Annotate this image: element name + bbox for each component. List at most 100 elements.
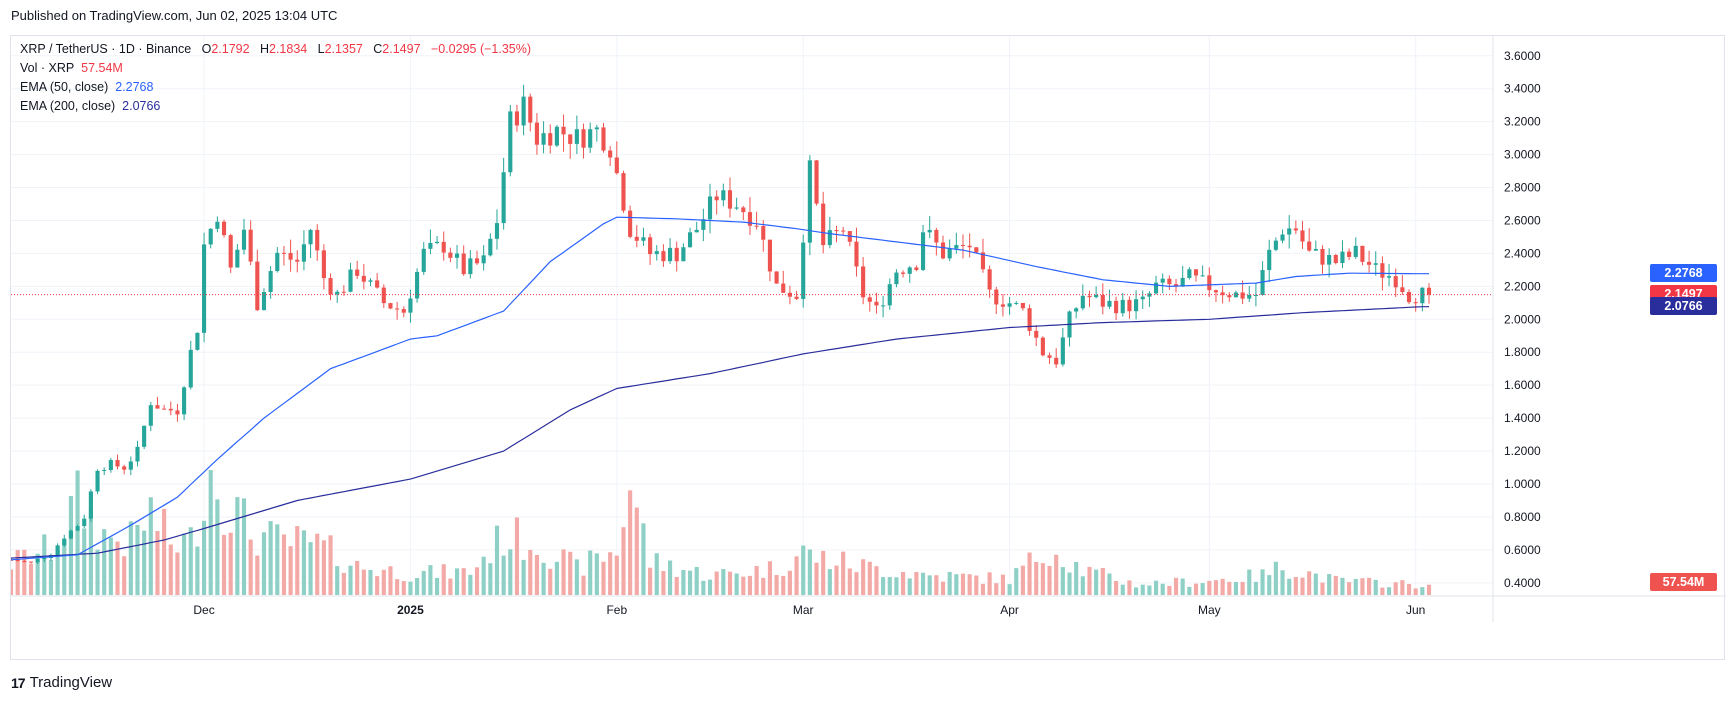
candle-body — [255, 261, 260, 311]
candle-body — [874, 301, 879, 306]
candle-body — [1293, 228, 1298, 231]
candle-body — [82, 518, 87, 527]
volume-bar — [1167, 585, 1172, 595]
volume-bar — [608, 552, 613, 595]
volume-bar — [1333, 575, 1338, 595]
chart-frame[interactable]: 0.4000 0.6000 0.8000 1.0000 1.2000 1.4000 1.60… — [10, 35, 1726, 661]
tradingview-logo-icon: 17 — [11, 674, 26, 691]
volume-bar — [721, 569, 726, 595]
candle-body — [288, 252, 293, 260]
legend-ema50-label: EMA (50, close) — [20, 80, 109, 94]
legend-symbol[interactable]: XRP / TetherUS · 1D · Binance — [20, 42, 192, 56]
volume-bar — [681, 570, 686, 595]
volume-bar — [1187, 586, 1192, 595]
volume-bar — [747, 575, 753, 595]
volume-bar — [1207, 580, 1212, 595]
legend-volume-row[interactable]: Vol · XRP 57.54M — [20, 59, 531, 78]
candle-body — [681, 247, 686, 262]
candle-body — [355, 269, 360, 276]
candle-body — [95, 470, 100, 492]
candle-body — [721, 190, 726, 201]
candle-body — [1400, 287, 1405, 292]
y-tick-label: 3.2000 — [1504, 115, 1541, 129]
volume-bar — [867, 561, 872, 595]
candle-body — [648, 237, 653, 255]
volume-bar — [588, 550, 593, 595]
candle-body — [861, 266, 866, 298]
candle-body — [914, 267, 919, 270]
candle-body — [148, 405, 153, 426]
candle-body — [1287, 228, 1292, 235]
candle-body — [1200, 275, 1205, 277]
volume-bar — [428, 565, 433, 595]
candle-body — [954, 245, 959, 249]
x-tick-label: Apr — [1000, 603, 1019, 617]
y-tick-label: 1.8000 — [1504, 345, 1541, 359]
candle-body — [348, 269, 353, 292]
volume-bar — [514, 517, 520, 595]
candle-body — [827, 230, 832, 246]
candle-body — [448, 252, 453, 258]
volume-bar — [1260, 569, 1265, 595]
candle-body — [175, 410, 180, 415]
volume-bar — [621, 527, 626, 595]
volume-bar — [195, 546, 200, 595]
candle-body — [1367, 261, 1372, 265]
volume-bar — [994, 583, 999, 595]
candle-body — [907, 267, 912, 274]
candle-body — [1193, 269, 1199, 276]
volume-bar — [201, 520, 207, 595]
y-tick-label: 0.8000 — [1504, 510, 1541, 524]
candle-body — [661, 251, 666, 262]
candle-body — [275, 252, 280, 272]
candle-body — [514, 111, 520, 126]
candle-body — [1220, 292, 1225, 296]
price-chart[interactable]: 0.4000 0.6000 0.8000 1.0000 1.2000 1.4000 1.60… — [11, 36, 1726, 661]
candle-body — [454, 253, 460, 258]
legend-ema200-row[interactable]: EMA (200, close) 2.0766 — [20, 97, 531, 116]
candle-body — [727, 190, 733, 209]
legend-open-value: 2.1792 — [211, 42, 250, 56]
volume-bar — [441, 564, 446, 595]
volume-bar — [967, 574, 972, 595]
tradingview-brand[interactable]: 17 TradingView — [11, 674, 112, 691]
volume-bar — [668, 560, 673, 595]
volume-bar — [1386, 587, 1392, 595]
volume-bar — [361, 569, 366, 595]
candle-body — [221, 221, 227, 236]
volume-bar — [1180, 578, 1185, 595]
candle-body — [707, 196, 713, 220]
volume-bar — [1327, 574, 1332, 595]
candle-body — [108, 460, 113, 471]
volume-bar — [315, 533, 320, 595]
volume-bar — [1247, 569, 1252, 595]
volume-bar — [95, 549, 100, 595]
candle-body — [395, 308, 400, 310]
candle-body — [714, 196, 719, 201]
legend-symbol-row[interactable]: XRP / TetherUS · 1D · Binance O2.1792 H2… — [20, 40, 531, 59]
legend-ema50-row[interactable]: EMA (50, close) 2.2768 — [20, 78, 531, 97]
ema200-line — [11, 306, 1429, 559]
volume-bar — [301, 530, 306, 595]
volume-bar — [421, 570, 426, 595]
legend-change-value: −0.0295 (−1.35%) — [430, 42, 532, 56]
volume-bar — [1360, 578, 1365, 595]
candle-body — [1213, 290, 1219, 293]
volume-bar — [914, 572, 919, 595]
candle-body — [261, 292, 267, 311]
candle-body — [1020, 302, 1025, 309]
legend-volume-value: 57.54M — [81, 61, 123, 75]
volume-bar — [1280, 570, 1285, 595]
candle-body — [68, 530, 73, 539]
volume-bar — [295, 526, 300, 595]
volume-bar — [687, 570, 693, 595]
candle-body — [1127, 299, 1132, 312]
candle-body — [115, 460, 120, 467]
volume-bar — [1340, 577, 1345, 595]
volume-bar — [974, 575, 979, 595]
volume-bar — [108, 537, 113, 595]
candle-body — [135, 446, 140, 462]
candle-body — [581, 129, 586, 148]
volume-bar — [1420, 587, 1425, 595]
volume-bar — [1127, 580, 1132, 595]
